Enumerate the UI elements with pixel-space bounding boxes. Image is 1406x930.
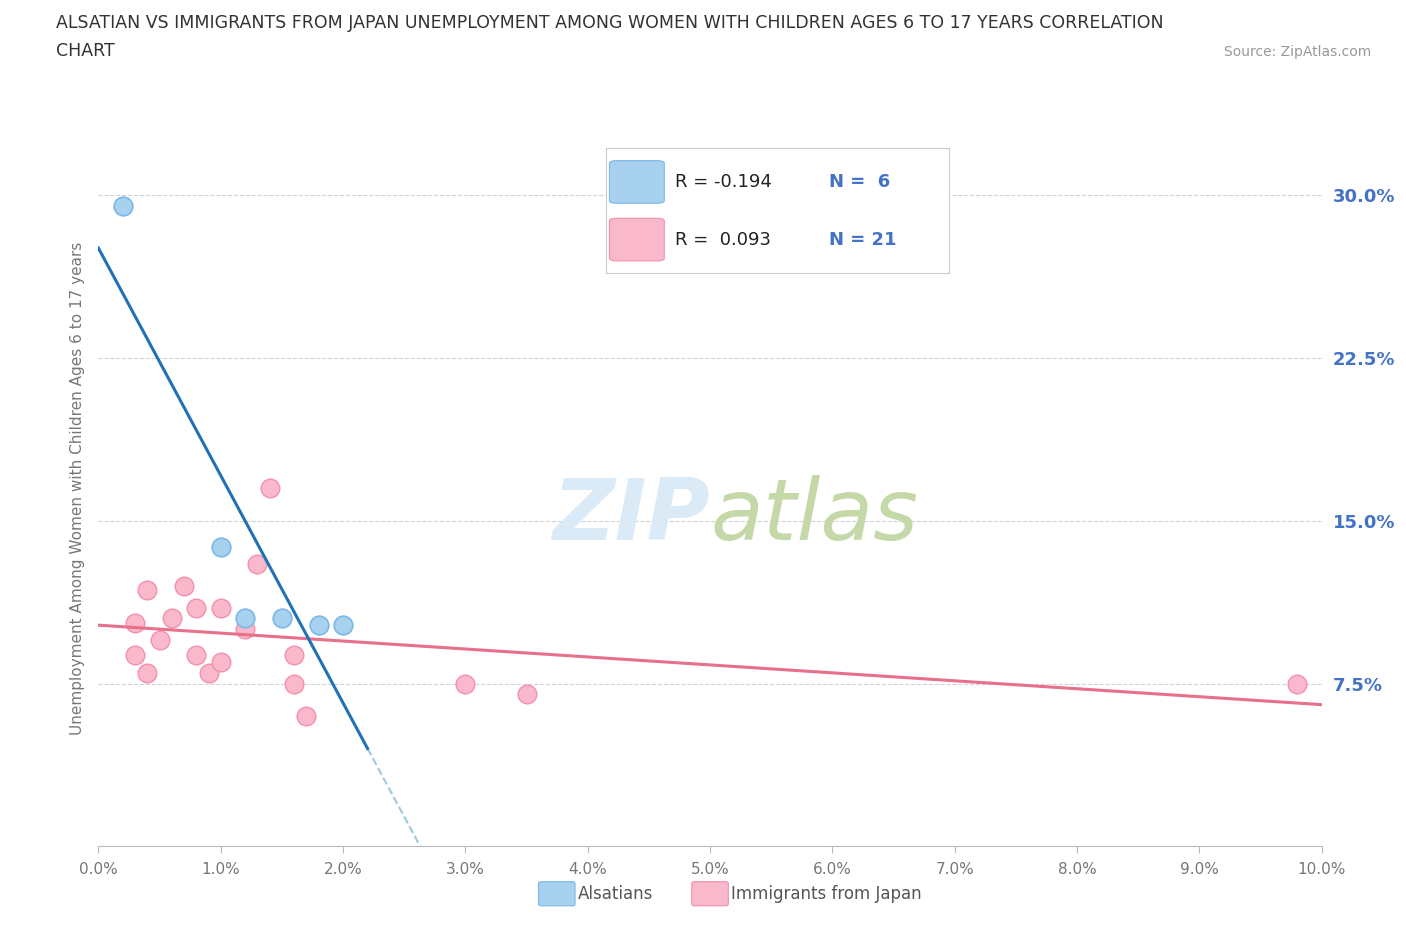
Text: Alsatians: Alsatians bbox=[578, 884, 654, 903]
Point bbox=[332, 618, 354, 632]
Point bbox=[136, 665, 159, 680]
Point bbox=[1286, 676, 1309, 691]
Point bbox=[136, 583, 159, 598]
Point bbox=[209, 655, 232, 670]
Point bbox=[233, 611, 256, 626]
Point bbox=[283, 648, 305, 663]
Point bbox=[233, 622, 256, 637]
Text: Immigrants from Japan: Immigrants from Japan bbox=[731, 884, 922, 903]
Point bbox=[209, 539, 232, 554]
Point bbox=[186, 600, 208, 615]
Point bbox=[124, 616, 146, 631]
Point bbox=[454, 676, 477, 691]
Point bbox=[173, 578, 195, 593]
Point bbox=[186, 648, 208, 663]
Text: ALSATIAN VS IMMIGRANTS FROM JAPAN UNEMPLOYMENT AMONG WOMEN WITH CHILDREN AGES 6 : ALSATIAN VS IMMIGRANTS FROM JAPAN UNEMPL… bbox=[56, 14, 1164, 32]
Point bbox=[259, 481, 281, 496]
Y-axis label: Unemployment Among Women with Children Ages 6 to 17 years: Unemployment Among Women with Children A… bbox=[69, 242, 84, 735]
Text: Source: ZipAtlas.com: Source: ZipAtlas.com bbox=[1223, 45, 1371, 59]
Point bbox=[124, 648, 146, 663]
Point bbox=[111, 199, 134, 214]
Point bbox=[246, 557, 269, 572]
Text: ZIP: ZIP bbox=[553, 475, 710, 558]
Point bbox=[295, 709, 318, 724]
Text: CHART: CHART bbox=[56, 42, 115, 60]
Point bbox=[209, 600, 232, 615]
Point bbox=[270, 611, 292, 626]
Point bbox=[160, 611, 183, 626]
Point bbox=[516, 687, 538, 702]
Point bbox=[197, 665, 219, 680]
Point bbox=[149, 632, 172, 647]
Text: atlas: atlas bbox=[710, 475, 918, 558]
Point bbox=[283, 676, 305, 691]
Point bbox=[308, 618, 330, 632]
